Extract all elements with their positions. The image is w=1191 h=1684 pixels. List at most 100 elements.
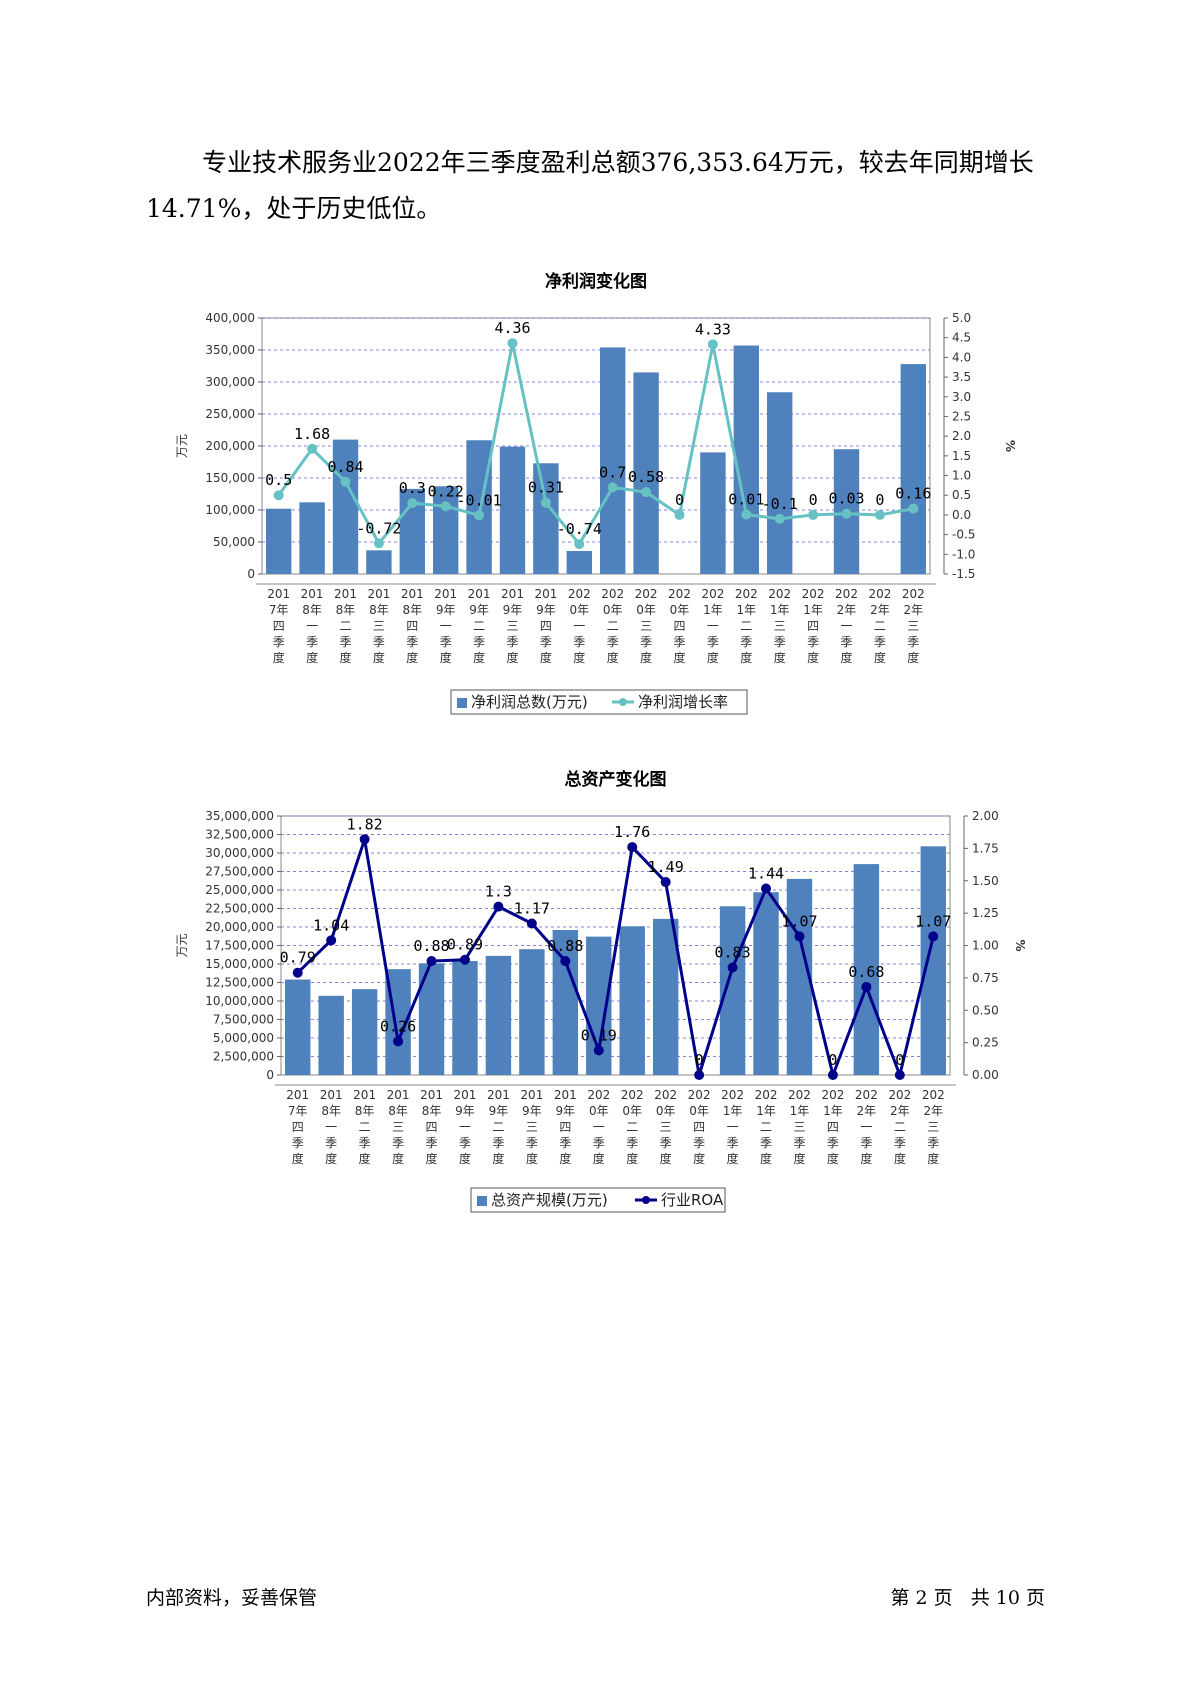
y-tick-label: 27,500,000: [205, 865, 274, 879]
bar: [700, 452, 726, 574]
y-tick-label: 35,000,000: [205, 809, 274, 823]
line-point: [827, 1070, 838, 1080]
x-tick-label: 202 1年一季度: [721, 1088, 744, 1166]
x-tick-label: 201 9年三季度: [520, 1088, 543, 1166]
data-label: 0.79: [280, 949, 316, 967]
y2-tick-label: 1.50: [972, 874, 999, 888]
x-tick-label: 201 8年一季度: [320, 1088, 343, 1166]
bar: [433, 486, 459, 574]
line-point: [426, 956, 437, 967]
x-tick-label: 202 0年二季度: [621, 1088, 644, 1166]
y-tick-label: 50,000: [213, 535, 255, 549]
data-label: 0.58: [628, 468, 664, 486]
y2-tick-label: 0.50: [972, 1003, 999, 1017]
chart-title: 总资产变化图: [565, 769, 667, 790]
legend-bar-label: 总资产规模(万元): [491, 1191, 608, 1209]
y-tick-label: 30,000,000: [205, 846, 274, 860]
legend-bar-swatch: [457, 698, 467, 708]
y2-tick-label: 1.25: [972, 906, 999, 920]
y2-tick-label: 3.0: [952, 390, 971, 404]
data-label: 0.88: [413, 937, 449, 955]
y-tick-label: 25,000,000: [205, 883, 274, 897]
data-label: 0.03: [828, 490, 864, 508]
y-tick-label: 100,000: [205, 503, 255, 517]
bar: [452, 961, 478, 1075]
y2-axis-label: %: [1003, 440, 1017, 452]
line-point: [574, 539, 585, 550]
footer-page-number: 第 2 页 共 10 页: [890, 1587, 1045, 1609]
x-tick-label: 202 2年一季度: [855, 1088, 878, 1166]
line-point: [440, 501, 451, 512]
x-tick-label: 202 2年三季度: [922, 1088, 945, 1166]
line-point: [273, 490, 284, 501]
x-tick-label: 201 9年四季度: [554, 1088, 577, 1166]
y-tick-label: 17,500,000: [205, 939, 274, 953]
x-tick-label: 202 1年二季度: [735, 587, 758, 665]
y2-tick-label: 0.00: [972, 1068, 999, 1082]
line-point: [741, 509, 752, 520]
x-tick-label: 202 0年四季度: [688, 1088, 711, 1166]
data-label: 0: [675, 491, 684, 509]
data-label: -0.74: [557, 520, 602, 538]
line-point: [326, 935, 337, 946]
data-label: 1.07: [781, 912, 817, 930]
line-point: [928, 931, 939, 942]
bar: [853, 864, 880, 1075]
bar: [920, 846, 946, 1075]
bar: [351, 989, 378, 1075]
line-point: [493, 901, 504, 912]
line-series: [296, 838, 935, 1081]
bar: [719, 906, 746, 1075]
bar: [552, 929, 579, 1075]
bar: [519, 949, 545, 1075]
legend-bar-swatch: [477, 1196, 487, 1206]
x-tick-label: 201 8年二季度: [334, 587, 357, 665]
line-point: [641, 487, 652, 498]
data-label: 0: [828, 1051, 837, 1069]
line-point: [908, 503, 919, 514]
line-point: [674, 509, 685, 520]
line-point: [459, 954, 470, 965]
y-tick-label: 300,000: [205, 375, 255, 389]
data-label: 0.5: [265, 471, 292, 489]
line-point: [540, 497, 551, 508]
x-tick-label: 201 8年二季度: [353, 1088, 376, 1166]
legend-line-label: 净利润增长率: [638, 693, 728, 711]
y2-axis-label: %: [1013, 939, 1027, 951]
line-point: [474, 510, 485, 521]
data-label: 1.44: [748, 865, 784, 883]
y-tick-label: 15,000,000: [205, 957, 274, 971]
x-tick-label: 201 9年四季度: [534, 587, 557, 665]
x-tick-label: 202 2年三季度: [902, 587, 925, 665]
line-point: [560, 956, 571, 967]
bar: [767, 392, 793, 574]
bar: [266, 508, 292, 574]
data-label: -0.72: [356, 519, 401, 537]
data-label: 0.83: [715, 944, 751, 962]
x-tick-label: 201 7年四季度: [267, 587, 290, 665]
y-axis-label: 万元: [175, 933, 189, 957]
bar: [466, 440, 492, 574]
line-point: [507, 338, 518, 349]
bar: [633, 372, 659, 574]
intro-paragraph: 专业技术服务业2022年三季度盈利总额376,353.64万元，较去年同期增长1…: [146, 140, 1046, 232]
data-label: 1.17: [514, 899, 550, 917]
line-point: [607, 482, 618, 493]
data-label: 0.84: [327, 458, 363, 476]
line-point: [808, 509, 819, 520]
data-label: 1.76: [614, 823, 650, 841]
chart-title: 净利润变化图: [545, 271, 647, 292]
data-label: 0.3: [399, 479, 426, 497]
y-tick-label: 400,000: [205, 311, 255, 325]
line-point: [359, 834, 370, 845]
x-tick-label: 202 1年一季度: [701, 587, 724, 665]
y-tick-label: 2,500,000: [213, 1050, 274, 1064]
y-tick-label: 20,000,000: [205, 920, 274, 934]
line-point: [292, 967, 303, 978]
line-point: [660, 877, 671, 888]
y2-tick-label: 3.5: [952, 370, 971, 384]
bar: [753, 892, 779, 1075]
data-label: 0: [695, 1051, 704, 1069]
data-label: 1.68: [294, 425, 330, 443]
data-label: 0.01: [728, 491, 764, 509]
